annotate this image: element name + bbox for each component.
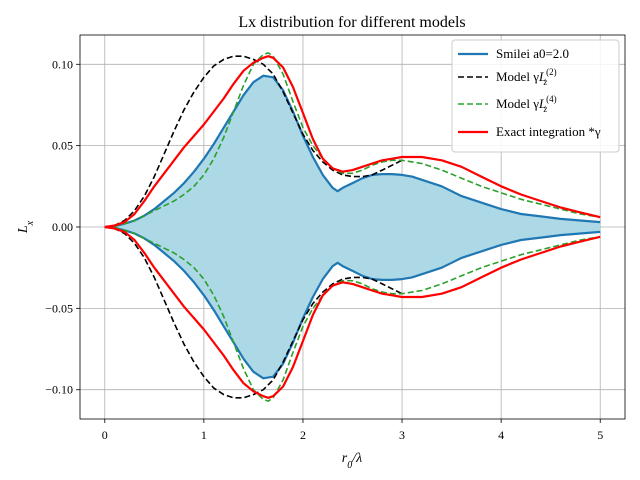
legend-label-2: Model γL(4) z	[496, 94, 557, 114]
series-lines	[104, 52, 601, 402]
series-fill-0	[104, 75, 601, 379]
series-line-upper-0	[104, 74, 601, 229]
chart-title: Lx distribution for different models	[238, 14, 465, 31]
legend-label-0: Smilei a0=2.0	[496, 46, 569, 61]
x-axis-label: r0/λ	[342, 451, 362, 471]
series-line-lower-3	[104, 225, 601, 399]
x-tick-label: 2	[300, 428, 306, 442]
x-tick-label: 1	[201, 428, 207, 442]
x-tick-label: 4	[498, 428, 504, 442]
series-line-lower-0	[104, 225, 601, 380]
x-tick-label: 3	[399, 428, 405, 442]
legend-label-1: Model γL(2) z	[496, 67, 557, 87]
series-line-upper-3	[104, 55, 601, 229]
fill-area	[104, 75, 601, 379]
series-line-upper-1	[104, 55, 403, 228]
y-tick-label: −0.05	[45, 301, 73, 315]
legend: Smilei a0=2.0 Model γL(2) z Model γL(4) z Exa…	[451, 39, 620, 153]
series-line-lower-2	[104, 226, 601, 402]
y-tick-label: −0.10	[45, 383, 73, 397]
y-axis-label: Lx	[16, 220, 36, 234]
y-tick-label: 0.00	[52, 220, 73, 234]
ticks: 0 1 2 3 4 5 −0.10 −0.05 0.00 0.05 0.10	[45, 57, 603, 442]
legend-box	[451, 39, 620, 153]
series-line-upper-2	[104, 52, 601, 228]
y-tick-label: 0.05	[52, 139, 73, 153]
x-tick-label: 5	[597, 428, 603, 442]
legend-label-3: Exact integration *γ	[496, 124, 601, 139]
series-line-lower-1	[104, 226, 403, 399]
x-tick-label: 0	[102, 428, 108, 442]
y-tick-label: 0.10	[52, 57, 73, 71]
